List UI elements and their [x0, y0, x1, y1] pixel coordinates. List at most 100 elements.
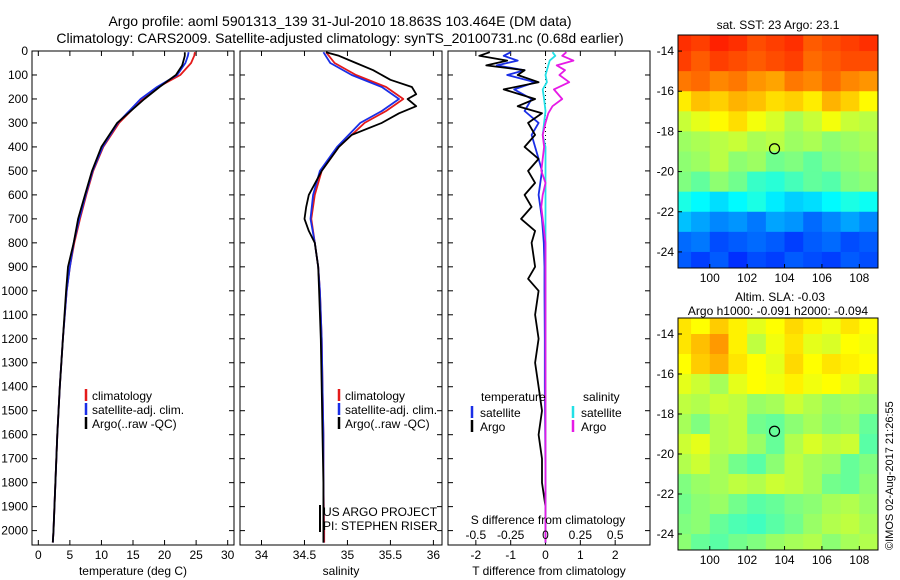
map-cell	[678, 231, 692, 253]
map-cell	[709, 35, 730, 52]
map-cell	[691, 414, 711, 435]
map-cell	[840, 534, 860, 550]
map-cell	[728, 151, 748, 173]
map-cell	[709, 334, 730, 355]
map-cell	[859, 251, 878, 268]
map-cell	[803, 454, 823, 475]
map-cells	[678, 35, 878, 268]
map-cell	[678, 318, 692, 335]
y-tick-label: 1100	[2, 308, 28, 322]
map-cell	[765, 171, 786, 193]
map-cell	[678, 434, 692, 455]
s-tick-label: 0.25	[569, 528, 593, 542]
map-cell	[859, 534, 878, 550]
map-x-tick-label: 108	[849, 271, 869, 285]
map-cell	[784, 231, 804, 253]
map-cell	[747, 251, 767, 268]
map-cell	[678, 151, 692, 173]
map-x-tick-label: 104	[775, 553, 795, 567]
map-cell	[678, 494, 692, 515]
map-cell	[678, 91, 692, 112]
map-cell	[765, 151, 786, 173]
map-cell	[678, 35, 692, 52]
map-cell	[803, 434, 823, 455]
map-cell	[765, 91, 786, 112]
map-cell	[784, 354, 804, 375]
map-cell	[821, 414, 842, 435]
map-cell	[747, 111, 767, 133]
map-cell	[859, 35, 878, 52]
map-cell	[728, 494, 748, 515]
map-cell	[803, 35, 823, 52]
map-x-tick-label: 102	[737, 271, 757, 285]
map-cell	[840, 35, 860, 52]
map-cell	[803, 514, 823, 535]
map-cell	[678, 534, 692, 550]
map-cell	[859, 131, 878, 153]
map-cell	[678, 374, 692, 395]
map-cell	[678, 414, 692, 435]
map-cell	[747, 231, 767, 253]
map-cell	[859, 434, 878, 455]
map-cell	[691, 251, 711, 268]
map-cell	[821, 211, 842, 233]
map-cell	[678, 514, 692, 535]
y-tick-label: 300	[8, 116, 28, 130]
map-cell	[784, 51, 804, 72]
map-cell	[709, 514, 730, 535]
map-cell	[747, 414, 767, 435]
map-cell	[691, 494, 711, 515]
map-cell	[747, 374, 767, 395]
y-tick-label: 2000	[1, 524, 28, 538]
map-cell	[803, 394, 823, 415]
map-cell	[747, 191, 767, 213]
map-cell	[859, 318, 878, 335]
map-cell	[821, 334, 842, 355]
panel-sst_map: 100 102 104 106 108 -14 -16 -18 -20 -22 -24 sat. SS…	[657, 18, 879, 285]
map-cell	[821, 231, 842, 253]
map-cell	[728, 35, 748, 52]
map-cell	[803, 374, 823, 395]
map-cell	[803, 251, 823, 268]
map-cell	[691, 318, 711, 335]
map-cell	[678, 334, 692, 355]
map-cell	[709, 394, 730, 415]
map-cell	[821, 318, 842, 335]
map-cell	[859, 354, 878, 375]
map-cell	[747, 131, 767, 153]
map-cell	[821, 35, 842, 52]
map-cell	[840, 51, 860, 72]
map-cells	[678, 318, 878, 550]
map-cell	[840, 334, 860, 355]
map-cell	[709, 474, 730, 495]
y-tick-label: 500	[8, 164, 28, 178]
map-cell	[840, 454, 860, 475]
series-line-argo-raw-qc-	[51, 52, 186, 543]
map-frame	[677, 34, 879, 269]
map-cell	[840, 91, 860, 112]
map-cell	[709, 318, 730, 335]
x-tick-label: 1	[577, 548, 584, 562]
panel-salinity: 34 34.5 35 35.5 36 salinity climatologysatelli…	[239, 50, 443, 578]
map-cell	[709, 51, 730, 72]
y-tick-label: 1800	[1, 476, 28, 490]
map-cell	[709, 374, 730, 395]
map-cell	[784, 131, 804, 153]
map-cell	[747, 394, 767, 415]
map-cell	[691, 111, 711, 133]
x-tick-label: 0	[35, 548, 42, 562]
map-cell	[803, 534, 823, 550]
map-cell	[747, 35, 767, 52]
credit-line2: PI: STEPHEN RISER	[323, 519, 438, 533]
map-cell	[821, 111, 842, 133]
map-cell	[747, 534, 767, 550]
map-y-tick-label: -18	[657, 124, 675, 138]
map-cell	[840, 318, 860, 335]
map-cell	[709, 434, 730, 455]
legend-label: satellite	[480, 406, 521, 420]
map-cell	[803, 91, 823, 112]
map-cell	[691, 91, 711, 112]
map-cell	[859, 414, 878, 435]
y-tick-label: 700	[8, 212, 28, 226]
map-y-tick-label: -20	[657, 165, 675, 179]
